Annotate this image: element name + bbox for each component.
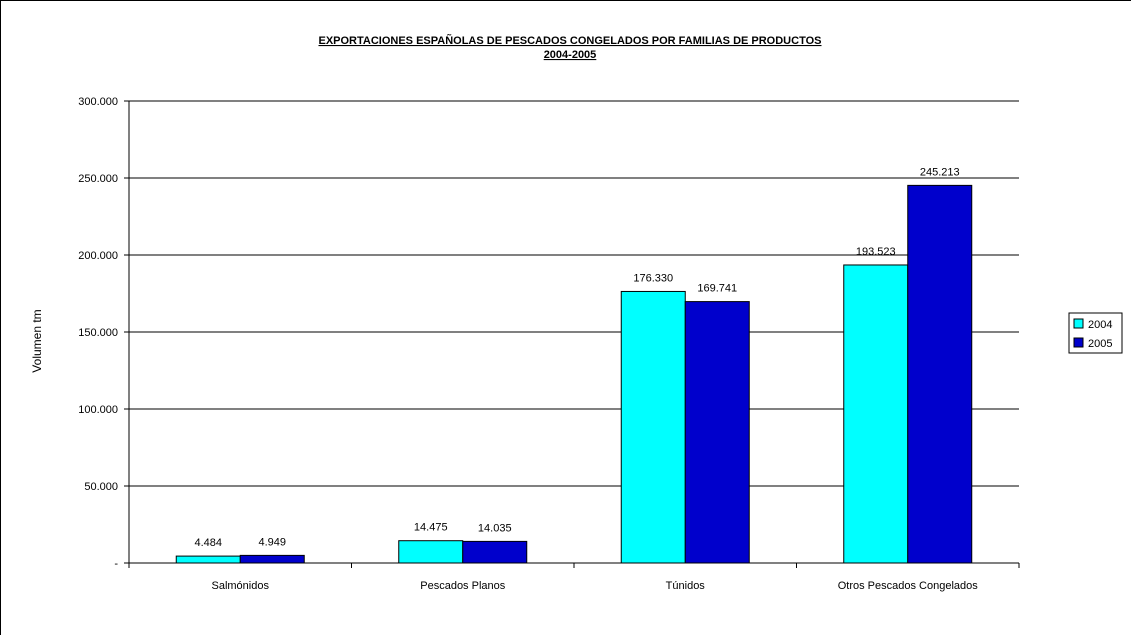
legend-swatch-2004 — [1073, 318, 1084, 329]
y-tick-label: 250.000 — [78, 173, 118, 185]
y-tick-label: 100.000 — [78, 404, 118, 416]
bar-2004 — [620, 290, 686, 564]
y-tick-label: 50.000 — [84, 481, 118, 493]
data-label: 14.035 — [478, 522, 512, 534]
data-label: 169.741 — [697, 283, 737, 295]
y-tick-label: 300.000 — [78, 96, 118, 108]
x-tick-label: Pescados Planos — [420, 580, 505, 592]
y-tick-label: 200.000 — [78, 250, 118, 262]
legend-label: 2005 — [1088, 338, 1112, 350]
data-label: 176.330 — [633, 272, 673, 284]
data-label: 14.475 — [414, 522, 448, 534]
x-axis-ticks: Salmónidos Pescados Planos Túnidos Otros Pe… — [212, 580, 979, 592]
y-axis-label: Volumen tm — [30, 309, 44, 372]
legend-label: 2004 — [1088, 319, 1112, 331]
x-tick-label: Salmónidos — [212, 580, 270, 592]
y-tick-label: - — [114, 558, 118, 570]
bar-2005 — [684, 301, 750, 564]
bar-2004 — [843, 264, 909, 564]
y-axis-ticks: - 50.000 100.000 150.000 200.000 250.000 300.0… — [78, 96, 129, 570]
data-label: 245.213 — [920, 166, 960, 178]
data-label: 4.484 — [194, 537, 222, 549]
bar-2004 — [175, 555, 241, 564]
data-label: 4.949 — [258, 536, 286, 548]
data-labels: 4.484 4.949 14.475 14.035 176.330 169.741 193.… — [194, 166, 959, 549]
y-tick-label: 150.000 — [78, 327, 118, 339]
bar-2005 — [907, 184, 973, 564]
chart-subtitle: 2004-2005 — [544, 49, 597, 61]
bar-2004 — [398, 540, 464, 564]
chart-title: EXPORTACIONES ESPAÑOLAS DE PESCADOS CONG… — [318, 34, 821, 47]
axes — [128, 101, 1020, 568]
legend: 2004 2005 — [1068, 312, 1123, 354]
x-tick-label: Otros Pescados Congelados — [838, 580, 979, 592]
legend-swatch-2005 — [1073, 337, 1084, 348]
bars — [175, 184, 973, 564]
bar-2005 — [239, 554, 305, 564]
bar-2005 — [462, 540, 528, 564]
data-label: 193.523 — [856, 246, 896, 258]
x-tick-label: Túnidos — [666, 580, 706, 592]
